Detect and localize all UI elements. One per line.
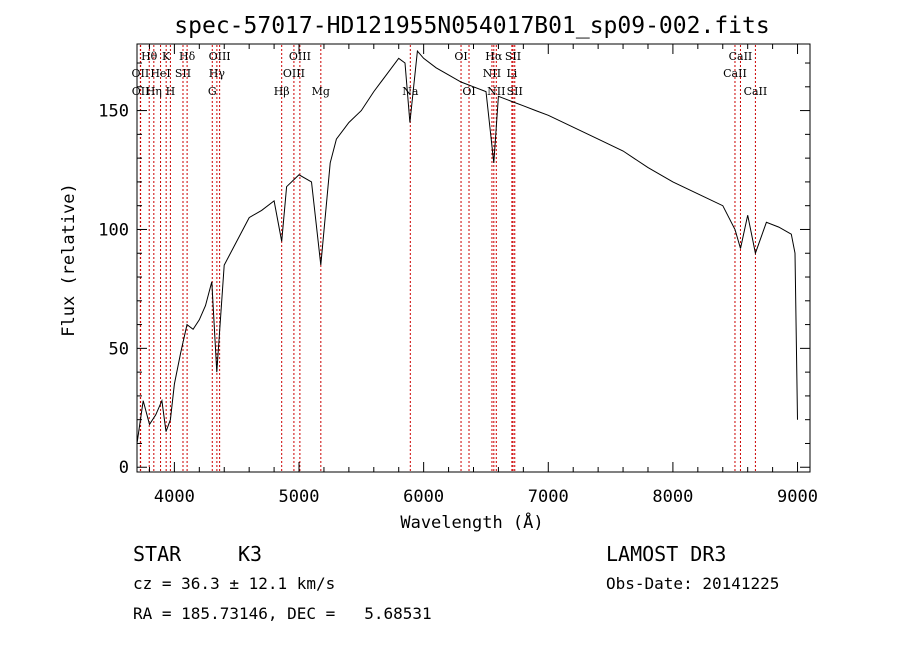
survey-label: LAMOST DR3 (606, 542, 726, 566)
x-tick-label: 6000 (403, 487, 444, 507)
line-marker-label: CaII (723, 67, 747, 80)
line-marker-label: Hδ (179, 50, 196, 63)
line-marker-label: OI (454, 50, 467, 63)
line-marker-label: SII (507, 85, 523, 98)
x-tick-label: 4000 (154, 487, 195, 507)
line-marker-label: OI (462, 85, 475, 98)
y-tick-label: 150 (98, 102, 129, 122)
line-marker-label: OIII (289, 50, 311, 63)
line-marker-label: Hθ (141, 50, 158, 63)
y-axis-label: Flux (relative) (59, 183, 79, 337)
obs-date-label: Obs-Date: 20141225 (606, 574, 779, 593)
y-tick-label: 100 (98, 220, 129, 240)
subclass: K3 (238, 542, 262, 566)
line-marker-label: OIII (209, 50, 231, 63)
coordinates-label: RA = 185.73146, DEC = 5.68531 (133, 604, 432, 623)
line-marker-label: OII (132, 67, 150, 80)
x-axis-label: Wavelength (Å) (400, 511, 543, 533)
line-marker-label: Li (506, 67, 517, 80)
y-tick-label: 50 (109, 339, 129, 359)
redshift-label: cz = 36.3 ± 12.1 km/s (133, 574, 335, 593)
line-marker-label: CaII (729, 50, 753, 63)
line-marker-label: G (208, 85, 217, 98)
line-marker-label: Na (402, 85, 419, 98)
line-marker-label: OII (132, 85, 150, 98)
line-marker-label: H (166, 85, 176, 98)
line-marker-label: CaII (744, 85, 768, 98)
line-marker-label: OIII (283, 67, 305, 80)
line-marker-label: Hα (485, 50, 503, 63)
y-tick-label: 0 (119, 458, 129, 478)
x-tick-label: 7000 (528, 487, 569, 507)
line-marker-label: SII (505, 50, 521, 63)
line-marker-label: Hβ (274, 85, 290, 98)
spectrum-line (136, 49, 798, 444)
line-marker-label: SII (175, 67, 191, 80)
line-marker-label: Mg (312, 85, 330, 98)
x-axis-ticks: 4000 5000 6000 7000 8000 9000 (148, 44, 818, 507)
line-marker-label: NII (487, 85, 505, 98)
line-marker-label: NII (483, 67, 501, 80)
line-marker-label: Hγ (209, 67, 226, 80)
line-marker-label: HeI (150, 67, 170, 80)
line-markers (139, 45, 756, 471)
object-class: STAR (133, 542, 182, 566)
chart-title: spec-57017-HD121955N054017B01_sp09-002.f… (174, 13, 769, 39)
x-tick-label: 5000 (279, 487, 320, 507)
y-axis-ticks: 0 50 100 150 (98, 62, 810, 478)
x-tick-label: 9000 (777, 487, 818, 507)
x-tick-label: 8000 (652, 487, 693, 507)
line-marker-label: Hη (146, 85, 162, 98)
plot-frame (136, 43, 811, 473)
line-marker-label: K (162, 50, 171, 63)
